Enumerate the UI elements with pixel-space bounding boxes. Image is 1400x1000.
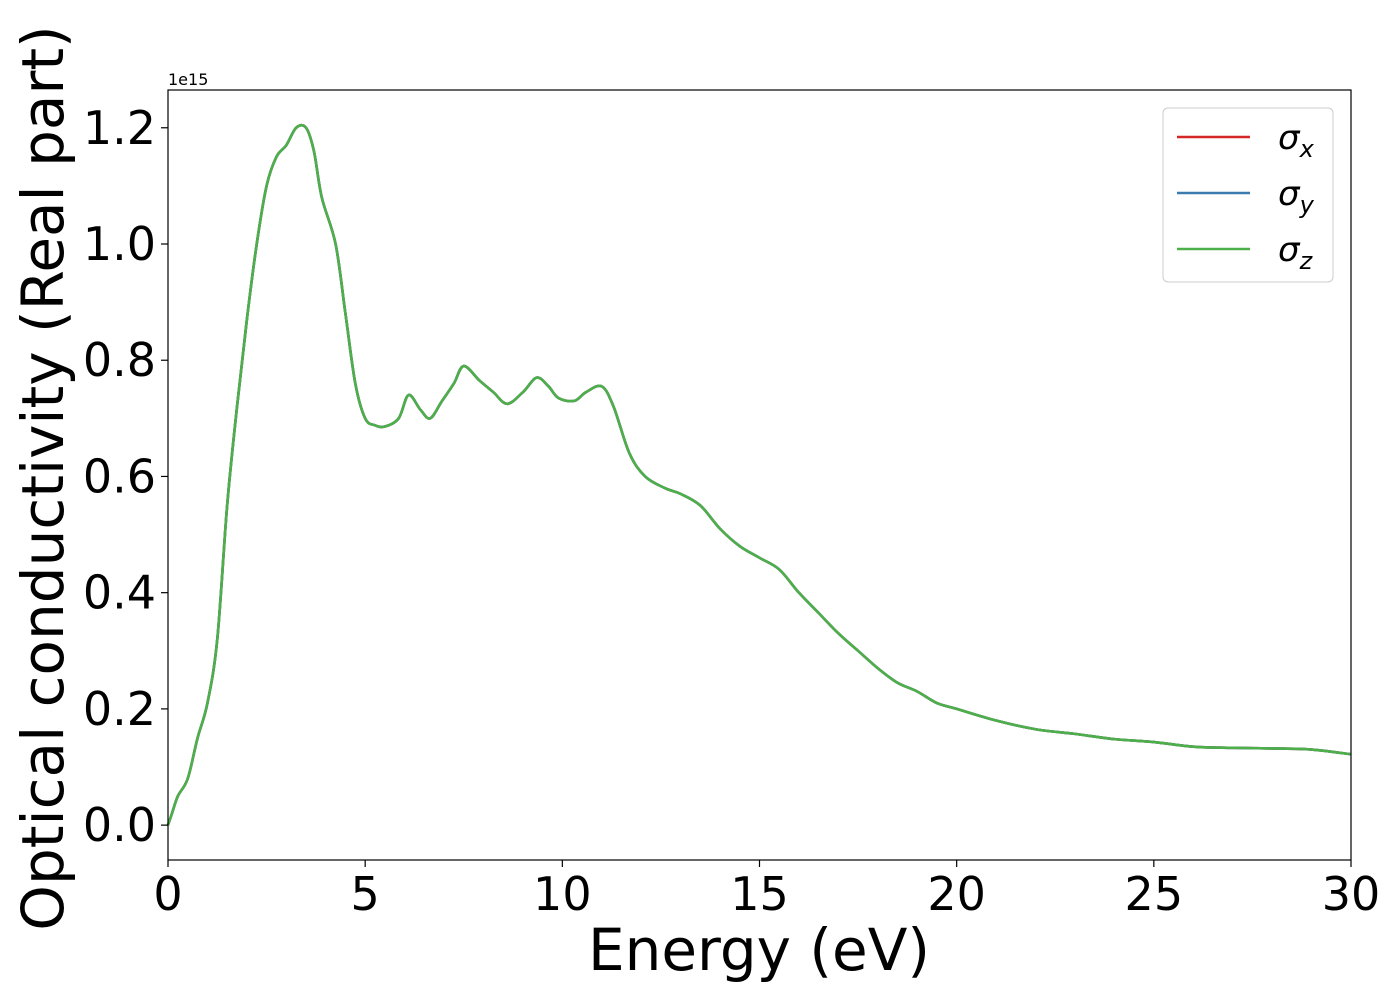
y-tick-label: 0.2: [83, 682, 156, 736]
y-tick-label: 1.2: [83, 101, 156, 155]
series-line-sigma-z: [166, 123, 1352, 826]
x-tick-label: 0: [153, 867, 182, 921]
x-tick-label: 5: [351, 867, 380, 921]
y-axis: 0.0 0.2 0.4 0.6 0.8 1.0 1.2: [83, 101, 168, 852]
y-tick-label: 0.6: [83, 449, 156, 503]
y-tick-label: 0.0: [83, 798, 156, 852]
x-tick-label: 25: [1125, 867, 1184, 921]
x-axis-label: Energy (eV): [588, 916, 930, 984]
series-layer: [166, 123, 1352, 826]
y-tick-label: 1.0: [83, 217, 156, 271]
x-tick-label: 10: [533, 867, 592, 921]
y-tick-label: 0.8: [83, 333, 156, 387]
y-offset-label: 1e15: [168, 70, 208, 89]
x-tick-label: 30: [1322, 867, 1381, 921]
legend-box: [1162, 107, 1334, 283]
y-tick-label: 0.4: [83, 566, 156, 620]
legend-label-z: σz: [1278, 230, 1314, 275]
x-axis: 0 5 10 15 20 25 30: [153, 860, 1380, 921]
x-tick-label: 15: [730, 867, 789, 921]
x-tick-label: 20: [927, 867, 986, 921]
y-axis-label: Optical conductivity (Real part): [9, 25, 77, 930]
